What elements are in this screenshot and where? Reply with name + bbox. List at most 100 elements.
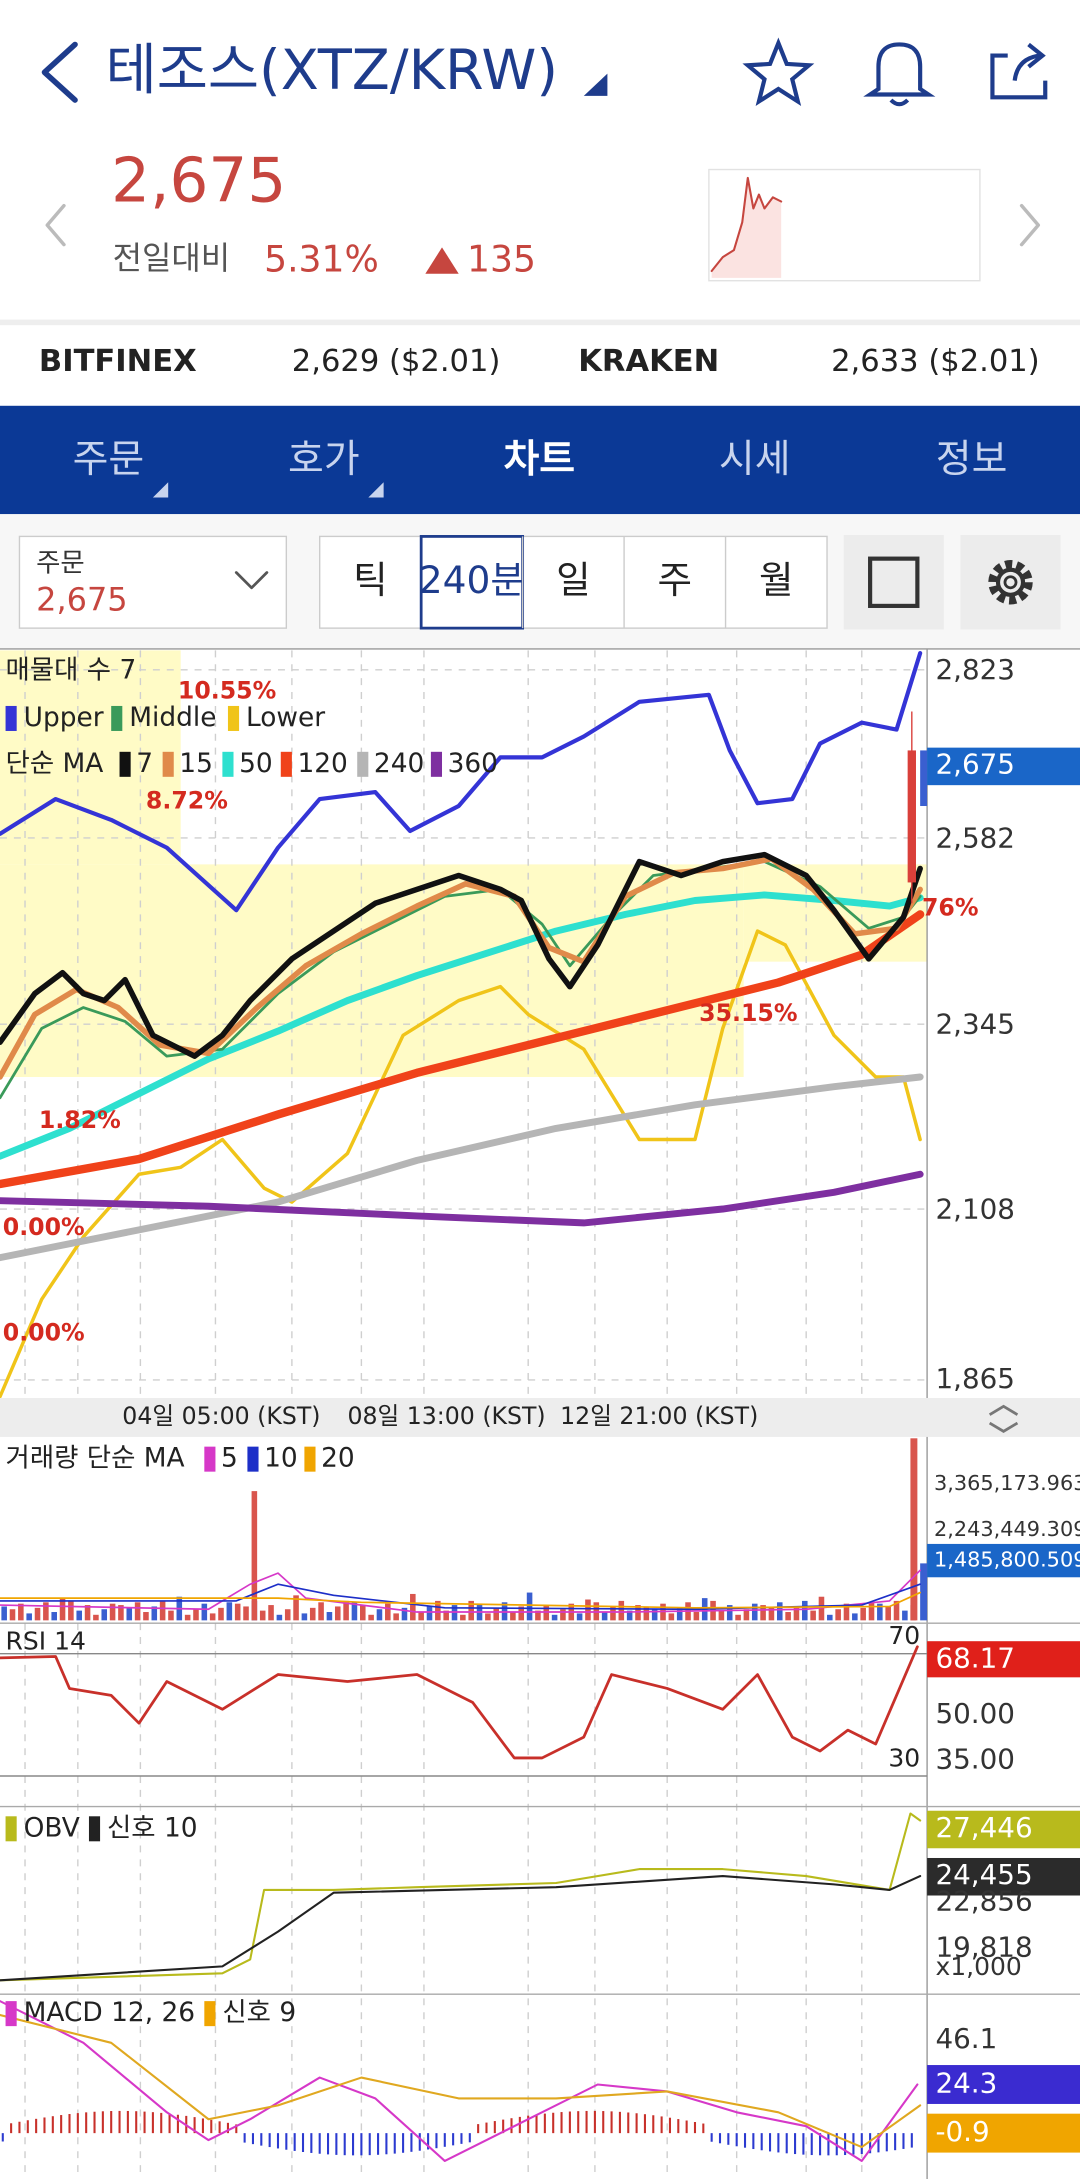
volume-bar [726,1605,733,1621]
volume-bar [309,1607,316,1621]
ma-15 [0,856,923,1080]
volume-bar [526,1592,533,1621]
volume-bar [626,1610,633,1621]
axis-label: 2,823 [935,653,1015,686]
axis-label: 2,345 [935,1008,1015,1041]
volume-bar [376,1609,383,1621]
legend-swatch [5,2001,17,2027]
order-dropdown [234,571,269,590]
volume-bar [360,1605,366,1621]
volume-bar [326,1612,333,1621]
panel-label: RSI 14 [6,1627,86,1656]
alert-button[interactable] [863,42,936,107]
prev-button[interactable] [45,203,66,247]
back-button[interactable] [41,41,78,103]
gear-teeth [988,560,1033,605]
volume-bar [885,1606,891,1621]
volume-bar [243,1606,249,1621]
macd-box [927,2065,1080,2104]
volume-bar [68,1600,74,1621]
time-label: 12일 21:00 (KST) [560,1402,758,1430]
title-dropdown[interactable] [583,73,608,96]
volume-bar [802,1600,808,1621]
axis-label: 22,856 [935,1884,1032,1917]
current-volume-box [927,1543,1080,1578]
order-label: 주문 [36,548,85,579]
volume-bar [101,1609,108,1621]
axis-label: 35.00 [935,1743,1015,1776]
tab[interactable]: 호가 [288,437,360,482]
volume-zone [0,650,181,865]
volume-bar [585,1599,591,1621]
annotation: 8.72% [146,786,228,814]
favorite-button[interactable] [742,37,815,107]
tab[interactable]: 시세 [719,437,791,482]
volume-bar [9,1609,16,1621]
volume-bar [385,1603,391,1621]
volume-bar [268,1605,274,1621]
period-button[interactable]: 틱 [353,558,388,602]
axis-label: 24.3 [935,2067,997,2100]
volume-bar [877,1603,883,1621]
macd-histogram [1,2110,913,2156]
current-price-box [927,747,1080,786]
price-axis: 2,823 2,675 2,582 2,345 2,108 1,865 [927,653,1080,1395]
vol-ma-20 [0,1591,921,1609]
tab[interactable]: 차트 [504,437,576,482]
share-button[interactable] [990,42,1048,100]
next-button[interactable] [1019,203,1041,247]
time-label: 08일 13:00 (KST) [347,1402,545,1430]
order-box[interactable] [18,535,288,629]
volume-bar [76,1610,83,1621]
volume-bar [251,1491,258,1621]
volume-bar [410,1593,416,1621]
period-button[interactable]: 240분 [419,558,525,602]
axis-label: 50.00 [935,1697,1015,1730]
legend-swatch [222,751,234,777]
volume-bar [226,1602,233,1621]
upper-band [0,651,923,913]
legend-swatch [280,751,292,777]
ma-120 [0,910,925,1189]
axis-label: 2,675 [935,748,1015,781]
legend-swatch [357,751,369,777]
period-button[interactable]: 주 [658,558,693,602]
period-selected [419,535,525,630]
axis-label: 2,243,449.309 [934,1517,1080,1541]
axis-label: 68.17 [935,1641,1015,1674]
legend-swatch [88,1816,101,1842]
volume-bar [852,1613,858,1621]
ma-50 [0,891,924,1160]
volume-bar [343,1600,349,1621]
volume-bar [18,1603,24,1621]
title: 테조스(XTZ/KRW) [106,38,558,103]
volume-bar [126,1607,133,1621]
volume-bar [209,1613,216,1621]
tab[interactable]: 주문 [73,437,145,482]
annotation: 1.82% [39,1106,121,1134]
settings-button[interactable] [960,535,1061,630]
fullscreen-button[interactable] [843,535,944,630]
rsi-labels: RSI 14 70 30 68.17 50.00 35.00 [6,1621,1080,1776]
period-box [318,535,828,629]
volume-bar [109,1603,116,1621]
up-arrow [425,247,459,274]
volume-bar [601,1612,608,1621]
period-button[interactable]: 일 [556,558,591,602]
periods: 틱 240분 일 주 월 [353,535,794,630]
volume-bar [118,1605,124,1621]
legend-swatch [204,1446,216,1472]
period-button[interactable]: 월 [759,558,794,602]
volume-bar [718,1610,725,1621]
resize-handle[interactable] [988,1404,1019,1433]
axis-label: 27,446 [935,1811,1032,1844]
volume-bar [43,1602,49,1621]
volume-bar [618,1600,625,1621]
volume-bar [143,1612,149,1621]
tab[interactable]: 정보 [936,437,1008,482]
volume-bar [827,1614,833,1621]
volume-bar [793,1606,800,1621]
volume-bar [560,1609,566,1621]
rsi-box [927,1641,1080,1678]
